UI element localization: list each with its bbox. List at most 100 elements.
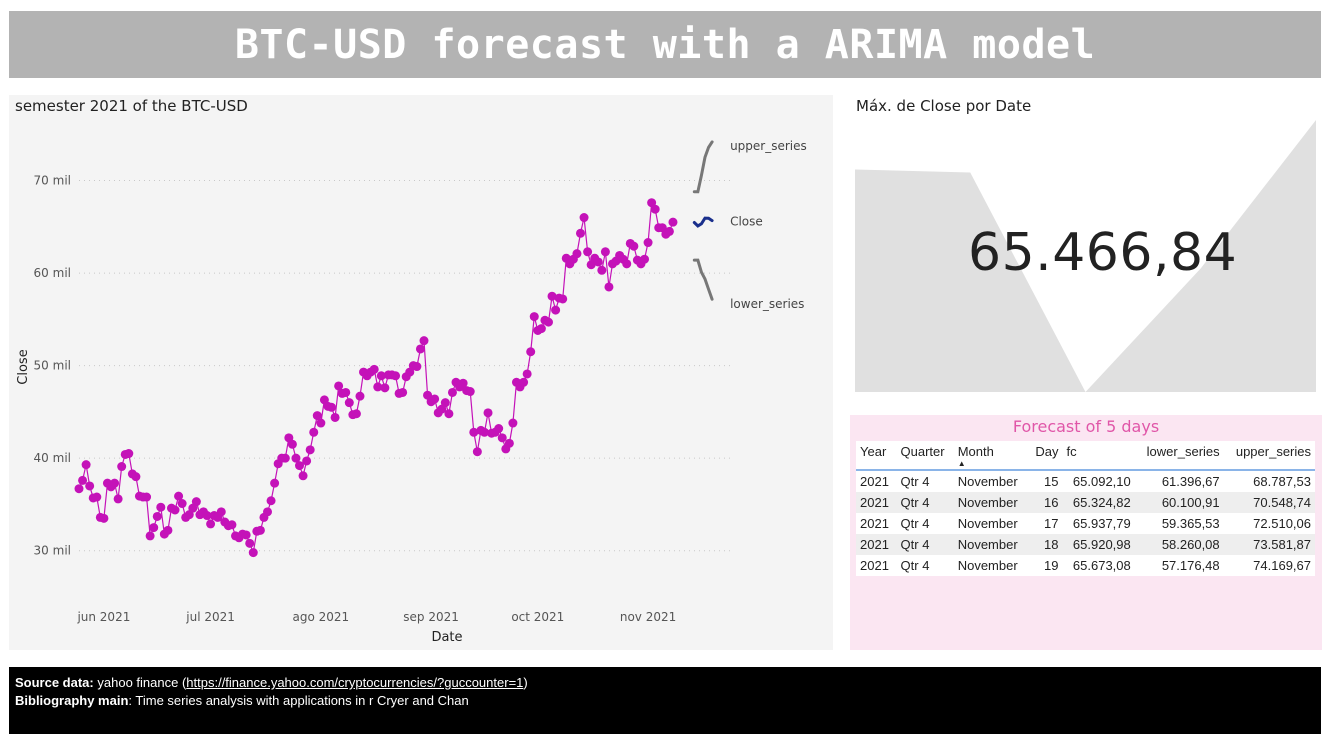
forecast-close-line bbox=[692, 216, 714, 228]
table-cell: Qtr 4 bbox=[896, 555, 954, 576]
y-tick-label: 50 mil bbox=[34, 359, 71, 373]
close-point bbox=[227, 520, 237, 530]
close-point bbox=[497, 433, 507, 443]
close-point bbox=[170, 505, 180, 515]
close-point bbox=[629, 241, 639, 251]
close-point bbox=[152, 511, 162, 521]
close-point bbox=[465, 387, 475, 397]
close-point bbox=[255, 525, 265, 535]
lower-series-label: lower_series bbox=[730, 297, 804, 311]
close-point bbox=[263, 507, 273, 517]
table-cell: 59.365,53 bbox=[1134, 513, 1224, 534]
close-point bbox=[316, 418, 326, 428]
close-point bbox=[519, 377, 529, 387]
close-point bbox=[369, 364, 379, 374]
sort-ascending-icon[interactable]: ▲ bbox=[957, 459, 966, 468]
close-point bbox=[575, 228, 585, 238]
bibliography-label: Bibliography main bbox=[15, 693, 129, 708]
table-cell: 57.176,48 bbox=[1134, 555, 1224, 576]
close-point bbox=[551, 305, 561, 315]
close-point bbox=[373, 382, 383, 392]
close-point bbox=[440, 398, 450, 408]
close-point bbox=[145, 531, 155, 541]
close-point bbox=[643, 238, 653, 248]
close-point bbox=[412, 362, 422, 372]
y-tick-label: 40 mil bbox=[34, 451, 71, 465]
close-point bbox=[99, 513, 109, 523]
close-point bbox=[334, 381, 344, 391]
close-point bbox=[305, 445, 315, 455]
close-point bbox=[391, 371, 401, 381]
column-header-month[interactable]: Month ▲ bbox=[953, 441, 1029, 471]
close-point bbox=[149, 523, 159, 533]
close-point bbox=[529, 312, 539, 322]
close-point bbox=[572, 249, 582, 259]
table-cell: Qtr 4 bbox=[896, 513, 954, 534]
close-point bbox=[458, 378, 468, 388]
close-point bbox=[344, 398, 354, 408]
close-point bbox=[650, 204, 660, 214]
column-header-quarter[interactable]: Quarter bbox=[896, 441, 954, 471]
y-tick-label: 30 mil bbox=[34, 544, 71, 558]
table-cell: 60.100,91 bbox=[1134, 492, 1224, 513]
column-header-year[interactable]: Year bbox=[856, 441, 897, 471]
close-line-chart: 30 mil 40 mil 50 mil 60 mil 70 mil jun 2021 ju… bbox=[16, 139, 807, 645]
close-point bbox=[327, 402, 337, 412]
close-point bbox=[92, 492, 102, 502]
close-point bbox=[241, 530, 251, 540]
source-text: yahoo finance ( bbox=[97, 675, 187, 690]
source-link[interactable]: https://finance.yahoo.com/cryptocurrenci… bbox=[186, 675, 524, 690]
column-header-upper-series[interactable]: upper_series bbox=[1223, 441, 1315, 471]
close-point bbox=[380, 383, 390, 393]
table-cell: 17 bbox=[1028, 513, 1063, 534]
table-cell: Qtr 4 bbox=[896, 534, 954, 555]
close-point bbox=[174, 491, 184, 501]
close-point bbox=[526, 347, 536, 357]
close-point bbox=[664, 226, 674, 236]
table-row: 2021 Qtr 4 November 18 65.920,98 58.260,08 73.… bbox=[856, 534, 1315, 555]
x-tick-label: ago 2021 bbox=[293, 610, 350, 624]
column-header-lower-series[interactable]: lower_series bbox=[1134, 441, 1224, 471]
close-series-line bbox=[78, 200, 674, 555]
close-point bbox=[163, 525, 173, 535]
bibliography-line: Bibliography main: Time series analysis … bbox=[15, 693, 469, 708]
kpi-area bbox=[855, 120, 1316, 392]
close-point bbox=[191, 497, 201, 507]
forecast-table-panel: Forecast of 5 days Year Quarter Month ▲ Day f… bbox=[850, 415, 1322, 650]
close-point bbox=[142, 492, 152, 502]
close-line-chart-panel[interactable]: 30 mil 40 mil 50 mil 60 mil 70 mil jun 2021 ju… bbox=[9, 95, 833, 650]
table-cell: 18 bbox=[1028, 534, 1063, 555]
close-series-label: Close bbox=[730, 215, 763, 229]
upper-series-line bbox=[692, 140, 714, 194]
kpi-card[interactable]: Máx. de Close por Date 65.466,84 bbox=[850, 95, 1322, 400]
close-point bbox=[177, 499, 187, 509]
table-cell: 65.920,98 bbox=[1062, 534, 1135, 555]
close-point bbox=[330, 412, 340, 422]
close-point bbox=[622, 259, 632, 269]
column-header-day[interactable]: Day bbox=[1028, 441, 1063, 471]
close-point bbox=[640, 254, 650, 264]
close-point bbox=[504, 438, 514, 448]
source-label: Source data: bbox=[15, 675, 94, 690]
chart-title: semester 2021 of the BTC-USD bbox=[15, 97, 248, 115]
source-line: Source data: yahoo finance (https://fina… bbox=[15, 675, 528, 690]
table-cell: November bbox=[953, 513, 1029, 534]
footer: Source data: yahoo finance (https://fina… bbox=[9, 667, 1321, 734]
x-tick-label: jun 2021 bbox=[76, 610, 130, 624]
table-cell: 2021 bbox=[856, 534, 897, 555]
table-cell: Qtr 4 bbox=[896, 470, 954, 492]
close-point bbox=[124, 449, 134, 459]
table-row: 2021 Qtr 4 November 19 65.673,08 57.176,48 74.… bbox=[856, 555, 1315, 576]
x-tick-label: jul 2021 bbox=[185, 610, 235, 624]
x-tick-label: oct 2021 bbox=[511, 610, 564, 624]
y-tick-label: 60 mil bbox=[34, 266, 71, 280]
table-title: Forecast of 5 days bbox=[1012, 417, 1160, 436]
column-header-fc[interactable]: fc bbox=[1062, 441, 1135, 471]
table-cell: 65.092,10 bbox=[1062, 470, 1135, 492]
table-row: 2021 Qtr 4 November 16 65.324,82 60.100,91 70.… bbox=[856, 492, 1315, 513]
table-cell: November bbox=[953, 470, 1029, 492]
table-cell: 2021 bbox=[856, 492, 897, 513]
table-row: 2021 Qtr 4 November 17 65.937,79 59.365,53 72.… bbox=[856, 513, 1315, 534]
close-point bbox=[600, 247, 610, 257]
close-point bbox=[309, 427, 319, 437]
